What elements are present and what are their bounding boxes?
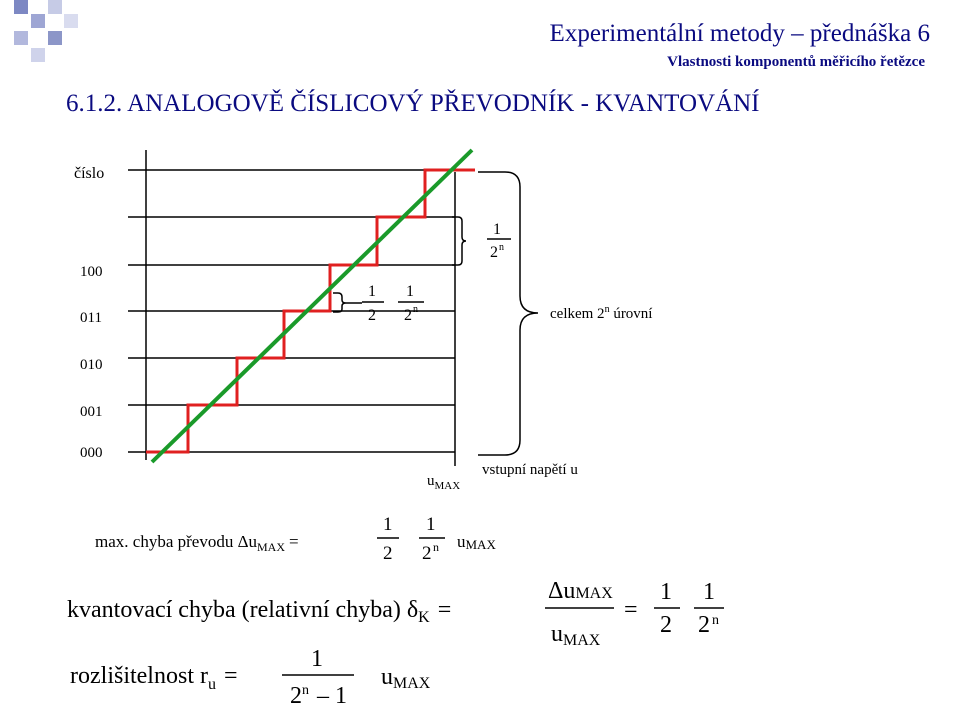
quant-error-den: uMAX xyxy=(551,621,601,649)
quant-error-f1-den: 2 xyxy=(660,612,672,638)
resolution-den: 2n – 1 xyxy=(290,683,347,709)
brace-half-step xyxy=(333,292,347,313)
max-error-f2-den-exp: n xyxy=(433,540,439,554)
level-label-000: 000 xyxy=(80,445,103,461)
x-axis-label: vstupní napětí u xyxy=(482,462,578,478)
annot-step2-den-exp: n xyxy=(499,242,504,253)
resolution-label: rozlišitelnost ru = xyxy=(70,663,238,693)
quant-error-label: kvantovací chyba (relativní chyba) δK = xyxy=(67,597,451,626)
annot-half-den: 2 xyxy=(368,307,376,324)
celkem-label: celkem 2n úrovní xyxy=(550,304,652,322)
section-title: 6.1.2. ANALOGOVĚ ČÍSLICOVÝ PŘEVODNÍK - K… xyxy=(66,90,760,117)
max-error-tail: uMAX xyxy=(457,532,496,552)
max-error-f2-num: 1 xyxy=(426,514,436,535)
level-label-100: 100 xyxy=(80,264,103,280)
annot-step-den-base: 2 xyxy=(404,307,412,324)
level-label-010: 010 xyxy=(80,357,103,373)
ideal-line xyxy=(150,148,474,464)
annot-step2-den-base: 2 xyxy=(490,244,498,261)
brace-one-step xyxy=(452,216,467,266)
header-title: Experimentální metody – přednáška 6 xyxy=(549,20,930,47)
resolution-num: 1 xyxy=(311,646,323,672)
quant-error-f2-den-exp: n xyxy=(712,613,719,628)
y-axis-label: číslo xyxy=(74,165,104,182)
quant-error-num: ΔuMAX xyxy=(548,578,613,604)
quant-error-eq2: = xyxy=(624,597,638,623)
annot-step-den-exp: n xyxy=(413,304,418,315)
annot-half-num: 1 xyxy=(368,283,376,300)
quant-error-f2-num: 1 xyxy=(703,579,715,605)
max-error-label: max. chyba převodu ΔuMAX = xyxy=(95,532,299,554)
annot-step-num: 1 xyxy=(406,283,414,300)
annot-step2-num: 1 xyxy=(493,221,501,238)
umax-label: uMAX xyxy=(427,473,460,492)
max-error-f1-den: 2 xyxy=(383,543,393,564)
level-label-001: 001 xyxy=(80,404,103,420)
max-error-f1-num: 1 xyxy=(383,514,393,535)
max-error-f2-den-base: 2 xyxy=(422,543,432,564)
quant-error-f2-den-base: 2 xyxy=(698,612,710,638)
level-label-011: 011 xyxy=(80,310,102,326)
resolution-tail: uMAX xyxy=(381,664,431,692)
header-subtitle: Vlastnosti komponentů měřicího řetězce xyxy=(667,54,925,70)
quant-error-f1-num: 1 xyxy=(660,579,672,605)
brace-all-levels xyxy=(478,171,539,456)
